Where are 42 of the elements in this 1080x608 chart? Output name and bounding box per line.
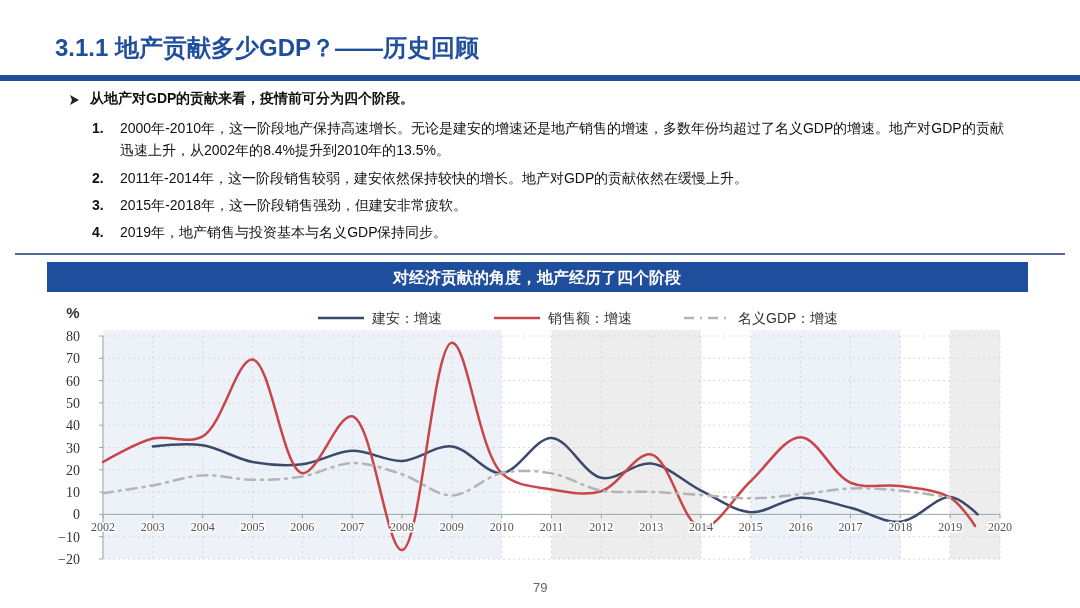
y-tick-label: 70	[66, 351, 80, 367]
text: 79	[533, 580, 548, 595]
y-tick-label: 50	[66, 395, 80, 411]
text: 4. 2019年，地产销售与投资基本与名义GDP保持同步。	[92, 223, 449, 242]
y-tick-label: 30	[66, 440, 80, 456]
y-tick-label: 20	[66, 462, 80, 478]
x-tick-label: 2020	[988, 520, 1012, 535]
y-tick-label: 80	[66, 329, 80, 344]
text: 1. 2000年-2010年，这一阶段地产保持高速增长。无论是建安的增速还是地产销售的增速，多数年份均超过了名义GDP的增速。地产对GDP的贡献迅速上升，从2002年的8.4%提升到2010年的13.5%。	[92, 119, 1005, 160]
chart-title: 对经济贡献的角度，地产经历了四个阶段	[392, 268, 682, 287]
x-tick-label: 2015	[738, 520, 763, 535]
x-tick-label: 2018	[888, 520, 913, 535]
y-tick-label: −10	[58, 529, 80, 545]
x-tick-label: 2010	[489, 520, 514, 535]
y-tick-label: −20	[58, 552, 80, 567]
x-tick-label: 2006	[290, 520, 315, 535]
line-series	[101, 461, 952, 500]
x-tick-label: 2009	[439, 520, 464, 535]
y-axis-title: %	[66, 304, 80, 321]
line-series	[151, 436, 979, 524]
text: 2. 2011年-2014年，这一阶段销售较弱，建安依然保持较快的增长。地产对GDP的贡献依然在缓慢上升。	[92, 169, 750, 188]
y-tick-label: 10	[66, 485, 80, 501]
legend-label: 名义GDP：增速	[738, 310, 839, 326]
x-tick-label: 2017	[838, 520, 863, 535]
x-tick-label: 2003	[140, 520, 165, 535]
text: 3.1.1 地产贡献多少GDP？——历史回顾	[55, 33, 480, 63]
x-tick-label: 2013	[639, 520, 664, 535]
text: 从地产对GDP的贡献来看，疫情前可分为四个阶段。	[90, 90, 415, 108]
x-tick-label: 2011	[539, 520, 564, 535]
x-tick-label: 2002	[91, 520, 115, 535]
x-tick-label: 2012	[589, 520, 614, 535]
legend-label: 销售额：增速	[547, 310, 632, 326]
y-tick-label: 60	[66, 373, 80, 389]
text: 3. 2015年-2018年，这一阶段销售强劲，但建安非常疲软。	[92, 196, 468, 215]
x-tick-label: 2007	[340, 520, 365, 535]
x-tick-label: 2016	[788, 520, 813, 535]
y-tick-label: 40	[66, 418, 80, 434]
y-tick-label: 0	[73, 507, 80, 523]
x-tick-label: 2005	[240, 520, 265, 535]
x-tick-label: 2019	[938, 520, 963, 535]
x-tick-label: 2004	[190, 520, 215, 535]
legend-label: 建安：增速	[371, 310, 442, 326]
